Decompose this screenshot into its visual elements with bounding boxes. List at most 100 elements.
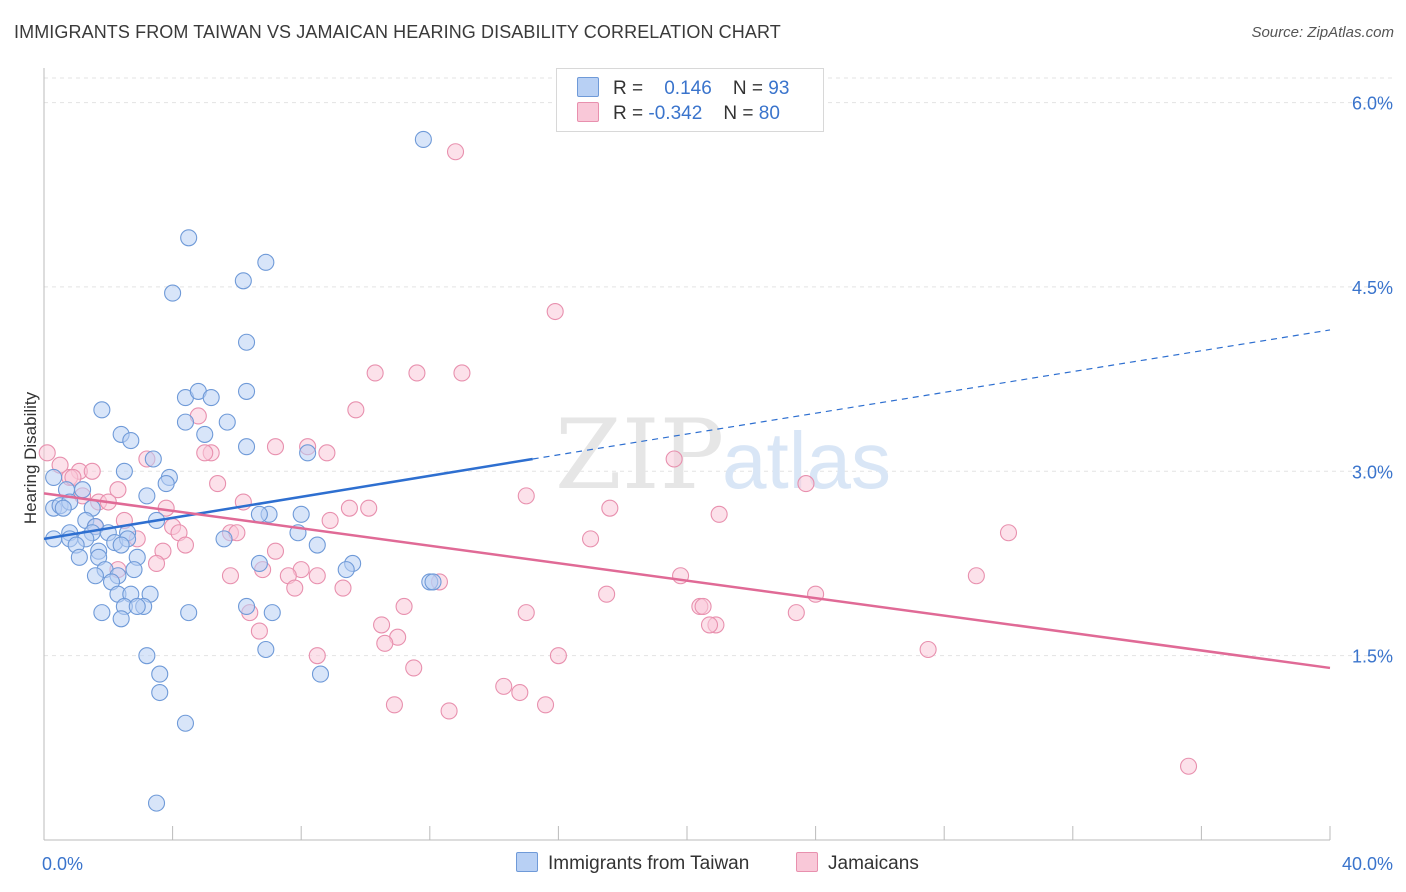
jamaica-point <box>286 579 304 597</box>
jamaica-point <box>308 567 326 585</box>
taiwan-point <box>176 714 195 732</box>
jamaica-point <box>710 505 728 523</box>
x-tick-label-max: 40.0% <box>1342 854 1393 874</box>
taiwan-point <box>237 597 256 616</box>
jamaica-point <box>395 597 413 616</box>
taiwan-point <box>157 475 175 493</box>
jamaica-point <box>665 450 683 468</box>
taiwan-point <box>138 647 156 665</box>
watermark-zip: ZIP <box>555 399 724 511</box>
jamaica-trend-line <box>43 492 1331 670</box>
jamaica-point <box>360 499 378 517</box>
taiwan-point <box>337 561 355 579</box>
jamaica-point <box>446 143 465 161</box>
jamaica-point <box>385 696 403 714</box>
jamaica-point <box>694 597 712 616</box>
jamaica-point <box>340 499 358 517</box>
taiwan-point <box>115 462 133 480</box>
jamaica-point <box>147 554 166 573</box>
taiwan-point <box>250 505 268 523</box>
legend-taiwan-swatch <box>516 852 538 872</box>
taiwan-swatch <box>577 77 599 97</box>
taiwan-point <box>151 665 169 683</box>
taiwan-point <box>112 610 130 628</box>
taiwan-point <box>292 505 310 523</box>
jamaica-point <box>549 647 567 665</box>
jamaica-n-label: N = <box>723 103 754 124</box>
taiwan-point <box>138 487 156 505</box>
taiwan-point <box>112 536 130 554</box>
jamaica-point <box>250 622 268 640</box>
jamaica-swatch <box>577 102 599 122</box>
taiwan-point <box>144 450 162 468</box>
y-tick-label: 1.5% <box>1352 647 1393 667</box>
taiwan-point <box>93 401 111 419</box>
taiwan-point <box>257 640 275 659</box>
taiwan-point <box>128 597 146 616</box>
legend-row-jamaica: R = -0.342 N = 80 <box>577 102 780 126</box>
taiwan-point <box>125 561 143 579</box>
jamaica-point <box>517 487 535 505</box>
jamaica-point <box>221 567 240 585</box>
jamaica-point <box>266 438 285 456</box>
jamaica-point <box>598 585 616 603</box>
jamaica-point <box>408 364 426 382</box>
taiwan-point <box>176 413 195 431</box>
taiwan-point <box>147 794 166 812</box>
tick-labels: 1.5% 3.0% 4.5% 6.0% 0.0% 40.0% <box>42 94 1393 874</box>
taiwan-point <box>54 499 72 517</box>
jamaica-point <box>109 481 127 499</box>
jamaica-point <box>797 475 815 493</box>
jamaica-point <box>38 444 56 462</box>
jamaica-point <box>196 444 214 462</box>
jamaica-point <box>581 530 600 548</box>
taiwan-point <box>164 284 182 302</box>
legend-item-jamaica: Jamaicans <box>796 852 919 875</box>
taiwan-point <box>234 272 252 290</box>
jamaica-point <box>308 647 326 665</box>
taiwan-point <box>74 481 92 499</box>
taiwan-point <box>122 432 140 450</box>
taiwan-point <box>218 413 236 431</box>
jamaica-point <box>700 616 719 634</box>
taiwan-point <box>424 573 442 591</box>
taiwan-point <box>70 548 88 566</box>
taiwan-trend-line <box>43 457 533 541</box>
watermark: ZIP atlas <box>555 399 891 511</box>
chart-source: Source: ZipAtlas.com <box>1251 24 1394 41</box>
taiwan-point <box>237 382 256 400</box>
taiwan-point <box>237 438 256 456</box>
jamaica-point <box>601 499 619 517</box>
taiwan-n-value: 93 <box>768 78 790 99</box>
taiwan-point <box>263 604 281 622</box>
jamaica-point <box>440 702 458 720</box>
jamaica-point <box>334 579 352 597</box>
taiwan-r-value: 0.146 <box>664 78 712 99</box>
taiwan-point <box>250 554 268 573</box>
jamaica-point <box>517 604 535 622</box>
jamaica-r-label: R = <box>613 103 644 124</box>
jamaica-point <box>347 401 365 419</box>
x-tick-label-min: 0.0% <box>42 854 83 874</box>
jamaicans-points <box>38 143 1198 775</box>
legend-jamaica-label: Jamaicans <box>828 853 919 874</box>
correlation-legend: R = 0.146 N = 93 R = -0.342 N = 80 <box>556 68 824 132</box>
taiwan-point <box>151 683 169 702</box>
taiwan-point <box>215 530 233 548</box>
taiwan-point <box>414 130 432 149</box>
jamaica-point <box>511 683 529 702</box>
jamaica-point <box>536 696 555 714</box>
jamaica-point <box>919 640 937 659</box>
taiwan-trend-extension <box>532 329 1331 460</box>
jamaica-point <box>967 567 985 585</box>
taiwan-n-label: N = <box>732 78 764 99</box>
jamaica-point <box>209 475 227 493</box>
jamaica-point <box>318 444 336 462</box>
taiwan-point <box>45 468 63 486</box>
taiwan-point <box>86 567 104 585</box>
taiwan-point <box>308 536 326 554</box>
jamaica-point <box>83 462 101 480</box>
taiwan-point <box>311 665 330 683</box>
jamaica-point <box>1179 757 1198 775</box>
y-tick-label: 6.0% <box>1352 94 1393 114</box>
